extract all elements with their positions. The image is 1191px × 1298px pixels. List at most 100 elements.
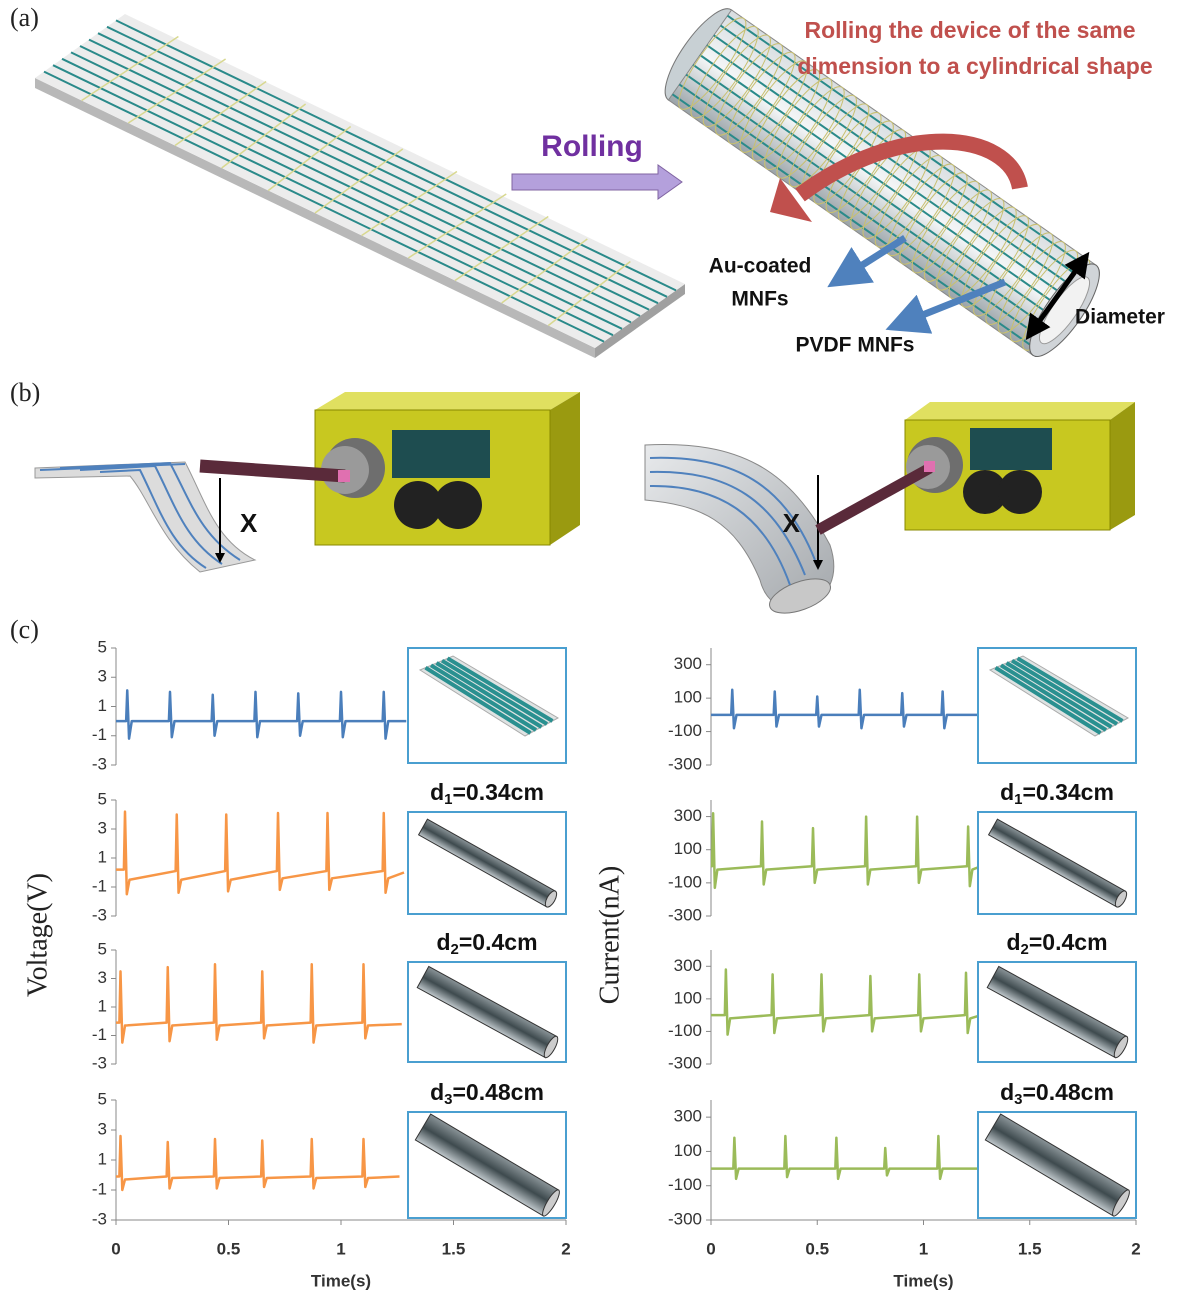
signal-line — [116, 810, 405, 896]
diameter-annotation: d2=0.4cm — [436, 929, 537, 958]
inset-cylinder-end — [542, 1189, 560, 1217]
x-tick-label: 0 — [706, 1239, 715, 1258]
inset-fiber — [1016, 656, 1124, 723]
x-axis-label: Time(s) — [893, 1271, 953, 1290]
diameter-annotation: d3=0.48cm — [430, 1079, 544, 1108]
inset-fiber — [999, 663, 1108, 732]
y-tick-label: -3 — [92, 905, 107, 924]
y-tick-label: 5 — [98, 939, 107, 958]
inset-cylinder — [417, 818, 558, 908]
inset-cylinder-end — [544, 890, 558, 908]
label: Au-coated — [709, 255, 812, 278]
rolling-direction — [795, 133, 1028, 202]
label: Diameter — [1075, 306, 1165, 329]
bending-tube — [644, 402, 1135, 614]
y-tick-label: -100 — [668, 872, 702, 891]
fiber — [764, 77, 833, 171]
y-tick-label: -100 — [668, 1175, 702, 1194]
x-tick-label: 1.5 — [1018, 1239, 1042, 1258]
inset-fiber — [435, 661, 543, 729]
annotation-part: d — [436, 929, 450, 955]
y-tick-label: -300 — [668, 1053, 702, 1072]
fiber — [267, 125, 352, 192]
caption: Rolling the device of the same — [804, 17, 1135, 43]
y-tick-label: 1 — [98, 696, 107, 715]
annotation-part: =0.34cm — [452, 779, 543, 805]
fiber — [887, 163, 956, 257]
y-tick-label: -3 — [92, 1053, 107, 1072]
x-tick-label: 2 — [1131, 1239, 1140, 1258]
y-tick-label: 1 — [98, 847, 107, 866]
signal-line — [711, 968, 982, 1036]
x-tick-label: 2 — [561, 1239, 570, 1258]
x-tick-label: 0.5 — [805, 1239, 829, 1258]
inset-cylinder-end — [543, 1035, 559, 1059]
y-tick-label: 300 — [674, 956, 702, 975]
y-tick-label: -300 — [668, 1209, 702, 1228]
fiber-grid — [43, 19, 677, 343]
y-tick-label: -3 — [92, 754, 107, 773]
fiber — [407, 193, 507, 259]
fiber — [788, 94, 857, 188]
signal-line — [116, 1134, 400, 1192]
diameter-annotation: d3=0.48cm — [1000, 1079, 1114, 1108]
diameter-annotation: d1=0.34cm — [430, 779, 544, 808]
y-tick-label: -3 — [92, 1209, 107, 1228]
x-tick-label: 0.5 — [217, 1239, 241, 1258]
fiber — [314, 148, 404, 214]
inset-cylinder — [986, 965, 1129, 1059]
y-tick-label: 300 — [674, 806, 702, 825]
annotation-part: d — [1006, 929, 1020, 955]
pointer-arrow — [885, 278, 1007, 334]
x-tick-label: 0 — [111, 1239, 120, 1258]
rolling-arrow — [511, 164, 683, 200]
y-tick-label: 3 — [98, 667, 107, 686]
inset-cylinder-end — [1113, 1035, 1129, 1059]
annotation-part: d — [430, 1079, 444, 1105]
fiber — [874, 154, 943, 248]
fiber — [547, 260, 631, 327]
inset-cylinder-end — [1112, 1189, 1130, 1217]
inset-fiber — [440, 658, 549, 726]
sheet-edge — [595, 284, 685, 358]
fiber — [948, 206, 1017, 300]
inset-cylinder — [984, 1113, 1130, 1217]
annotation-sub: 1 — [1014, 791, 1022, 808]
y-tick-label: 5 — [98, 789, 107, 808]
annotation-part: =0.4cm — [459, 929, 538, 955]
y-axis-label: Current(nA) — [594, 866, 625, 1004]
annotation-part: =0.48cm — [1022, 1079, 1113, 1105]
fiber — [751, 68, 821, 162]
fiber — [115, 19, 677, 292]
annotation-part: =0.4cm — [1029, 929, 1108, 955]
annotation-sub: 3 — [444, 1091, 452, 1108]
fiber — [678, 17, 747, 110]
diameter-arrow — [1025, 251, 1090, 341]
fiber — [221, 103, 307, 169]
annotation-sub: 2 — [1021, 941, 1029, 958]
inset-fiber — [1005, 661, 1113, 729]
rolling-direction-head — [770, 178, 812, 222]
annotation-part: =0.34cm — [1022, 779, 1113, 805]
y-tick-label: 300 — [674, 654, 702, 673]
y-tick-label: -1 — [92, 725, 107, 744]
signal-line — [710, 812, 982, 890]
panel-label: (a) — [10, 3, 39, 32]
y-tick-label: -300 — [668, 905, 702, 924]
x-tick-label: 1 — [919, 1239, 928, 1258]
label: MNFs — [731, 288, 788, 311]
diameter-annotation: d1=0.34cm — [1000, 779, 1114, 808]
fiber — [174, 80, 267, 147]
inset-fiber — [424, 665, 532, 735]
panel-label: (c) — [10, 615, 39, 644]
y-tick-label: 3 — [98, 968, 107, 987]
fiber — [739, 60, 808, 153]
label: PVDF MNFs — [795, 334, 914, 357]
y-tick-label: 5 — [98, 1089, 107, 1108]
annotation-sub: 1 — [444, 791, 452, 808]
fiber — [97, 32, 659, 305]
y-tick-label: -300 — [668, 754, 702, 773]
panel-label: (b) — [10, 378, 40, 407]
fiber — [776, 86, 845, 179]
